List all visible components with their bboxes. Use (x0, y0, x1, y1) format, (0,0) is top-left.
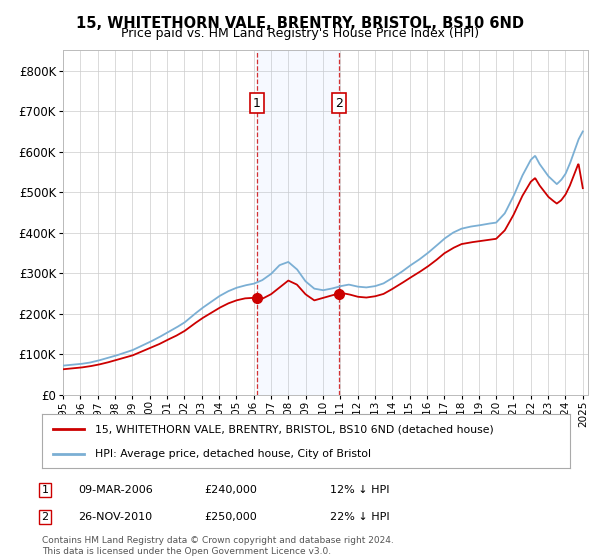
Text: 1: 1 (41, 485, 49, 495)
Text: 22% ↓ HPI: 22% ↓ HPI (330, 512, 389, 522)
Text: Price paid vs. HM Land Registry's House Price Index (HPI): Price paid vs. HM Land Registry's House … (121, 27, 479, 40)
Text: £250,000: £250,000 (204, 512, 257, 522)
Text: 2: 2 (335, 96, 343, 110)
Text: 12% ↓ HPI: 12% ↓ HPI (330, 485, 389, 495)
Text: £240,000: £240,000 (204, 485, 257, 495)
Text: 15, WHITETHORN VALE, BRENTRY, BRISTOL, BS10 6ND (detached house): 15, WHITETHORN VALE, BRENTRY, BRISTOL, B… (95, 424, 494, 435)
Text: 26-NOV-2010: 26-NOV-2010 (78, 512, 152, 522)
Text: HPI: Average price, detached house, City of Bristol: HPI: Average price, detached house, City… (95, 449, 371, 459)
Bar (257, 50, 338, 395)
Text: 2: 2 (41, 512, 49, 522)
Text: 15, WHITETHORN VALE, BRENTRY, BRISTOL, BS10 6ND: 15, WHITETHORN VALE, BRENTRY, BRISTOL, B… (76, 16, 524, 31)
Text: 09-MAR-2006: 09-MAR-2006 (78, 485, 153, 495)
Text: Contains HM Land Registry data © Crown copyright and database right 2024.
This d: Contains HM Land Registry data © Crown c… (42, 536, 394, 556)
Text: 1: 1 (253, 96, 261, 110)
